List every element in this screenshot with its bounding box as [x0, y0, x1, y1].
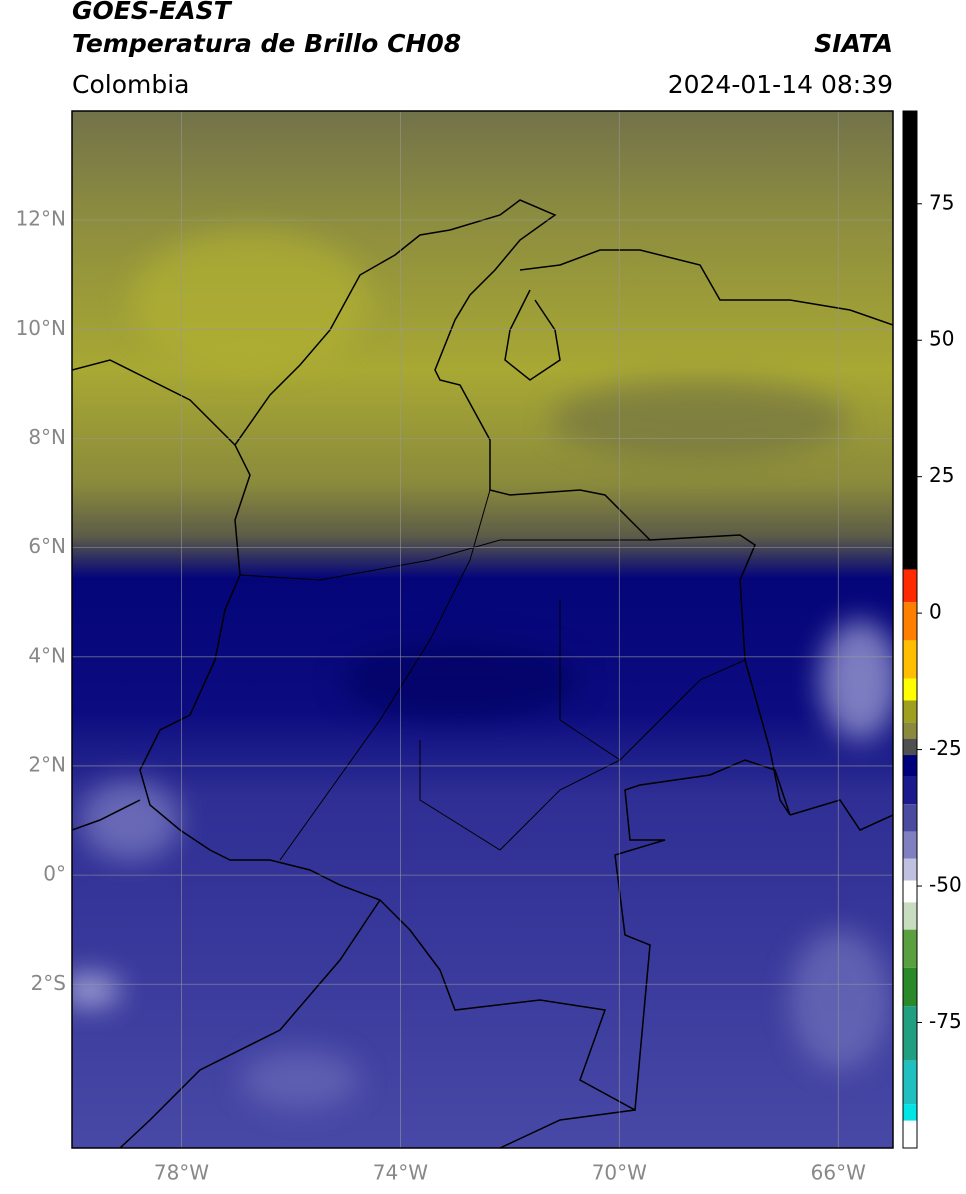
colorbar-segment — [903, 776, 917, 805]
y-tick-label: 8°N — [28, 425, 66, 449]
colorbar-tick-label: -75 — [929, 1009, 962, 1033]
colorbar-segment — [903, 929, 917, 968]
colorbar-segment — [903, 902, 917, 930]
colorbar-segment — [903, 111, 917, 570]
grid: 78°W 74°W 70°W 66°W 12°N 10°N 8°N 6°N 4°N 2°N 0° 2°… — [16, 111, 893, 1185]
colorbar-segment — [903, 804, 917, 832]
colorbar-segment — [903, 1060, 917, 1105]
map-frame — [71, 110, 894, 1149]
y-tick-label: 10°N — [16, 316, 66, 340]
colorbar-tick-label: 75 — [929, 190, 954, 214]
colorbar-frame — [902, 110, 918, 1149]
colorbar-segment — [903, 831, 917, 859]
colorbar-segment — [903, 880, 917, 903]
colorbar-segment — [903, 602, 917, 641]
subtitle: Temperatura de Brillo CH08 — [72, 29, 461, 58]
source: SIATA — [814, 29, 893, 58]
y-tick-label: 2°S — [31, 971, 66, 995]
colorbar-segment — [903, 722, 917, 739]
colorbar-segment — [903, 700, 917, 723]
y-tick-label: 2°N — [28, 752, 66, 776]
datetime: 2024-01-14 08:39 — [668, 70, 893, 99]
colorbar: 75 50 25 0 -25 -50 -75 — [903, 111, 962, 1148]
colorbar-segment — [903, 1006, 917, 1061]
colorbar-tick-label: 0 — [929, 600, 942, 624]
y-tick-label: 4°N — [28, 643, 66, 667]
colorbar-segment — [903, 1120, 917, 1148]
colorbar-segment — [903, 569, 917, 603]
y-tick-label: 6°N — [28, 534, 66, 558]
colorbar-segment — [903, 640, 917, 679]
title: GOES-EAST — [72, 0, 233, 25]
satellite-image — [72, 111, 893, 1148]
colorbar-segment — [903, 1104, 917, 1121]
x-tick-label: 78°W — [154, 1161, 209, 1185]
colorbar-tick-label: -25 — [929, 736, 962, 760]
y-tick-label: 12°N — [16, 207, 66, 231]
x-tick-label: 74°W — [373, 1161, 428, 1185]
colorbar-segment — [903, 678, 917, 701]
y-tick-label: 0° — [43, 862, 66, 886]
colorbar-tick-label: 50 — [929, 327, 954, 351]
colorbar-tick-label: -50 — [929, 873, 962, 897]
colorbar-segment — [903, 967, 917, 1007]
x-tick-label: 66°W — [811, 1161, 866, 1185]
region: Colombia — [72, 70, 189, 99]
colorbar-segment — [903, 738, 917, 756]
colorbar-tick-label: 25 — [929, 463, 954, 487]
x-tick-label: 70°W — [592, 1161, 647, 1185]
colorbar-segment — [903, 755, 917, 777]
colorbar-segment — [903, 858, 917, 881]
